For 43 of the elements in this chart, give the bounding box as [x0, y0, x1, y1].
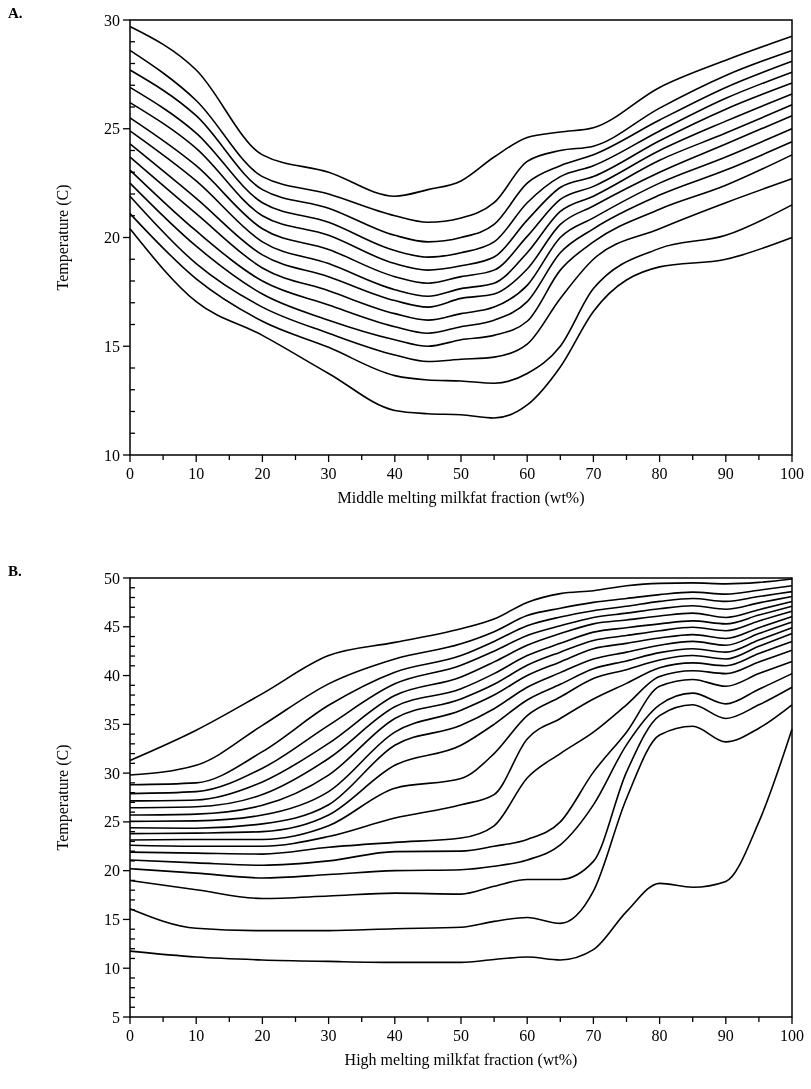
y-tick-label: 25: [104, 120, 120, 138]
y-tick-label: 40: [104, 667, 120, 685]
x-tick-label: 70: [585, 1027, 602, 1044]
y-tick-label: 15: [104, 911, 120, 929]
chart-title: B.: [8, 563, 22, 579]
y-tick-label: 30: [104, 764, 120, 782]
x-tick-label: 20: [254, 465, 271, 482]
x-tick-label: 0: [126, 1027, 134, 1044]
x-tick-label: 0: [126, 465, 134, 482]
y-tick-label: 30: [104, 11, 120, 29]
x-tick-label: 90: [717, 465, 734, 482]
x-tick-label: 20: [254, 1027, 271, 1044]
x-tick-label: 30: [320, 1027, 337, 1044]
x-tick-label: 90: [717, 1027, 734, 1044]
chart-title: A.: [8, 5, 23, 21]
y-tick-label: 20: [104, 862, 120, 880]
x-axis-title: Middle melting milkfat fraction (wt%): [337, 489, 585, 507]
y-tick-label: 35: [104, 715, 120, 733]
y-tick-label: 25: [104, 813, 120, 831]
x-tick-label: 40: [386, 465, 403, 482]
y-tick-label: 45: [104, 618, 120, 636]
x-tick-label: 10: [188, 1027, 205, 1044]
y-axis-title: Temperature (C): [54, 744, 72, 851]
x-tick-label: 60: [519, 1027, 536, 1044]
y-tick-label: 10: [104, 959, 120, 977]
y-tick-label: 20: [104, 229, 120, 247]
x-tick-label: 30: [320, 465, 337, 482]
y-tick-label: 50: [104, 569, 120, 587]
y-axis-title: Temperature (C): [54, 184, 72, 291]
x-tick-label: 50: [453, 1027, 469, 1044]
x-tick-label: 100: [780, 465, 804, 482]
x-tick-label: 80: [651, 1027, 668, 1044]
x-tick-label: 10: [188, 465, 205, 482]
x-tick-label: 80: [651, 465, 668, 482]
y-tick-label: 5: [112, 1008, 120, 1026]
x-tick-label: 70: [585, 465, 602, 482]
y-tick-label: 15: [104, 337, 120, 355]
x-tick-label: 100: [780, 1027, 804, 1044]
x-tick-label: 60: [519, 465, 536, 482]
y-tick-label: 10: [104, 446, 120, 464]
x-tick-label: 40: [386, 1027, 403, 1044]
x-axis-title: High melting milkfat fraction (wt%): [344, 1051, 578, 1069]
x-tick-label: 50: [453, 465, 469, 482]
